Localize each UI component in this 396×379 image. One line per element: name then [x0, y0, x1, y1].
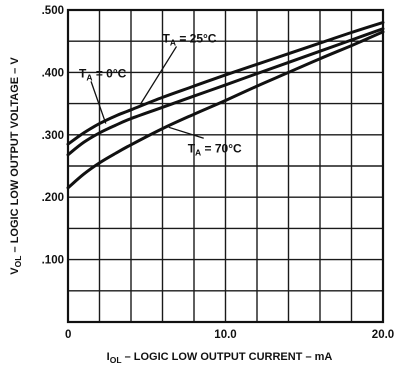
- series-label-ta-25: TA = 25°C: [163, 31, 217, 47]
- leader-line-ta-25: [139, 46, 178, 105]
- leader-line-ta-70: [168, 126, 204, 139]
- y-tick-label: .100: [42, 255, 64, 267]
- x-tick-label: 10.0: [214, 329, 236, 341]
- x-axis-title-main: I: [107, 351, 110, 363]
- curves: [66, 21, 385, 190]
- curve-ta-25: [66, 21, 385, 146]
- series-label-rest: = 25°C: [176, 31, 217, 45]
- leader-line-ta-0: [90, 81, 107, 124]
- y-tick-labels: .500 .400 .300 .200 .100: [42, 5, 64, 267]
- series-label-main: T: [188, 141, 196, 155]
- series-label-ta-70: TA = 70°C: [188, 141, 242, 157]
- y-axis-title-sub: OL: [13, 256, 23, 268]
- series-label-sub: A: [170, 37, 176, 47]
- grid: [68, 10, 383, 322]
- y-tick-label: .300: [42, 130, 64, 142]
- x-axis-title-rest: – LOGIC LOW OUTPUT CURRENT – mA: [122, 351, 333, 363]
- curve-ta-70: [66, 30, 385, 190]
- y-tick-label: .500: [42, 5, 64, 17]
- series-label-main: T: [163, 31, 171, 45]
- x-tick-label: 0: [65, 329, 71, 341]
- series-label-ta-0: TA = 0°C: [79, 66, 127, 82]
- y-axis-title: VOL – LOGIC LOW OUTPUT VOLTAGE – V: [9, 57, 23, 275]
- series-label-main: T: [79, 66, 87, 80]
- y-axis-title-rest: – LOGIC LOW OUTPUT VOLTAGE – V: [9, 57, 21, 256]
- series-labels: TA = 25°CTA = 0°CTA = 70°C: [79, 31, 242, 157]
- series-label-rest: = 70°C: [201, 141, 242, 155]
- series-label-rest: = 0°C: [93, 66, 127, 80]
- annotation-leaders: [90, 46, 204, 139]
- y-tick-label: .400: [42, 67, 64, 79]
- y-tick-label: .200: [42, 192, 64, 204]
- x-tick-label: 20.0: [372, 329, 394, 341]
- y-axis-title-main: V: [9, 267, 21, 275]
- plot-frame: [66, 8, 385, 324]
- series-label-sub: A: [195, 147, 201, 157]
- x-tick-labels: 0 10.0 20.0: [65, 329, 394, 341]
- x-axis-title-sub: OL: [110, 355, 122, 365]
- curve-ta-0: [66, 27, 385, 157]
- x-axis-title: IOL – LOGIC LOW OUTPUT CURRENT – mA: [107, 351, 333, 365]
- series-label-sub: A: [86, 72, 92, 82]
